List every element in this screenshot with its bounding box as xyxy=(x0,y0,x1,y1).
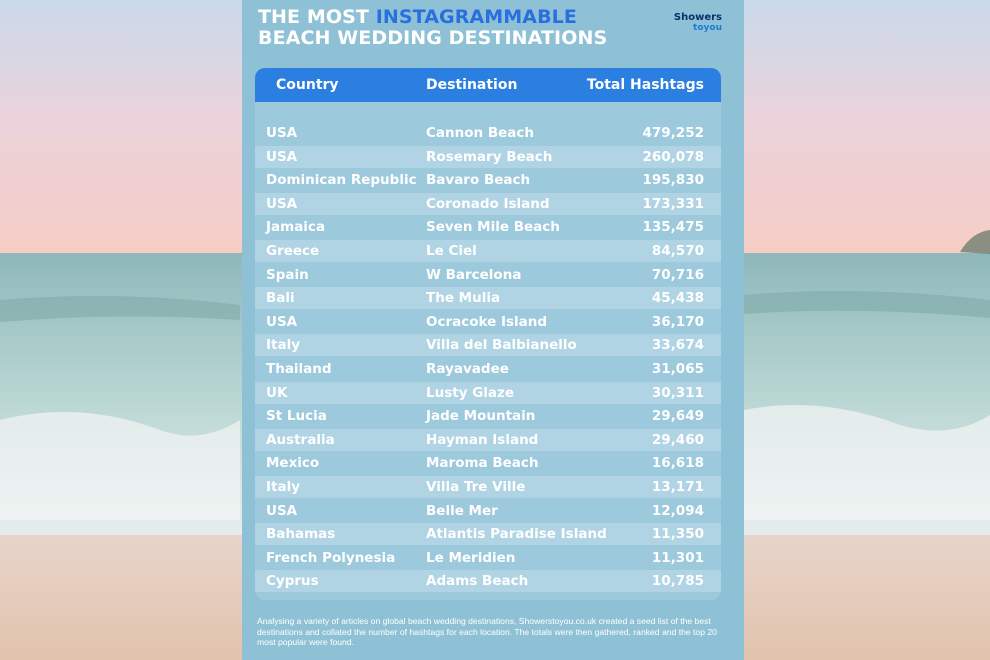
cell-destination: Hayman Island xyxy=(426,431,539,448)
cell-destination: Villa Tre Ville xyxy=(426,479,526,495)
cell-total-hashtags: 11,350 xyxy=(651,526,704,543)
table-row: Italy Villa Tre Ville 13,171 xyxy=(255,476,721,498)
cell-total-hashtags: 10,785 xyxy=(651,573,704,590)
table-row: Cyprus Adams Beach 10,785 xyxy=(255,570,721,593)
cell-total-hashtags: 16,618 xyxy=(651,455,704,472)
cell-total-hashtags: 84,570 xyxy=(651,243,704,259)
column-header-country: Country xyxy=(276,77,339,93)
table-row: USA Cannon Beach 479,252 xyxy=(255,122,721,144)
cell-destination: Adams Beach xyxy=(426,573,529,590)
cell-total-hashtags: 260,078 xyxy=(642,148,705,165)
table-row: Greece Le Ciel 84,570 xyxy=(255,240,721,262)
cell-total-hashtags: 195,830 xyxy=(642,172,705,189)
cell-total-hashtags: 11,301 xyxy=(651,549,704,566)
cell-country: Italy xyxy=(266,479,301,495)
cell-destination: Seven Mile Beach xyxy=(426,219,560,236)
cell-country: Jamaica xyxy=(266,219,326,236)
cell-total-hashtags: 36,170 xyxy=(651,313,704,330)
cell-destination: Atlantis Paradise Island xyxy=(426,526,607,543)
cell-destination: Le Ciel xyxy=(426,243,477,259)
cell-country: UK xyxy=(266,384,288,401)
cell-country: Cyprus xyxy=(266,573,319,590)
cell-destination: Rosemary Beach xyxy=(426,148,553,165)
title-line-2: BEACH WEDDING DESTINATIONS xyxy=(258,27,608,49)
table-row: UK Lusty Glaze 30,311 xyxy=(255,381,721,404)
cell-total-hashtags: 29,649 xyxy=(651,408,704,425)
cell-total-hashtags: 13,171 xyxy=(651,479,704,495)
cell-destination: Maroma Beach xyxy=(426,455,539,472)
column-header-total-hashtags: Total Hashtags xyxy=(586,77,704,93)
cell-destination: Belle Mer xyxy=(426,502,498,519)
cell-country: Dominican Republic xyxy=(266,172,417,189)
cell-country: Australia xyxy=(266,431,335,448)
table-row: Bali The Mulia 45,438 xyxy=(255,287,721,310)
cell-destination: W Barcelona xyxy=(426,266,522,283)
cell-country: USA xyxy=(266,125,298,141)
title-highlight: INSTAGRAMMABLE xyxy=(375,6,577,28)
cell-total-hashtags: 29,460 xyxy=(651,431,704,448)
cell-country: Bahamas xyxy=(266,526,336,543)
cell-country: St Lucia xyxy=(266,408,327,425)
cell-destination: Cannon Beach xyxy=(426,125,534,141)
table-row: USA Ocracoke Island 36,170 xyxy=(255,311,721,333)
cell-country: Bali xyxy=(266,290,295,307)
cell-total-hashtags: 30,311 xyxy=(651,384,704,401)
cell-destination: The Mulia xyxy=(426,290,501,307)
cell-country: Spain xyxy=(266,266,309,283)
cell-destination: Villa del Balbianello xyxy=(426,337,577,354)
showers-to-you-logo: Showers toyou xyxy=(673,12,722,33)
table-row: Australia Hayman Island 29,460 xyxy=(255,428,721,451)
cell-country: Greece xyxy=(266,243,320,259)
cell-destination: Lusty Glaze xyxy=(426,384,515,401)
cell-destination: Coronado Island xyxy=(426,195,550,212)
cell-destination: Le Meridien xyxy=(426,549,516,566)
cell-total-hashtags: 479,252 xyxy=(642,125,705,141)
cell-country: USA xyxy=(266,502,298,519)
methodology-note: Analysing a variety of articles on globa… xyxy=(257,616,717,648)
table-row: French Polynesia Le Meridien 11,301 xyxy=(255,547,721,569)
cell-total-hashtags: 12,094 xyxy=(651,502,704,519)
cell-total-hashtags: 31,065 xyxy=(651,361,704,377)
cell-destination: Ocracoke Island xyxy=(426,313,548,330)
cell-total-hashtags: 70,716 xyxy=(651,266,704,283)
cell-country: USA xyxy=(266,148,298,165)
table-row: Dominican Republic Bavaro Beach 195,830 xyxy=(255,169,721,191)
cell-country: Italy xyxy=(266,337,301,354)
table-row: Italy Villa del Balbianello 33,674 xyxy=(255,334,721,357)
cell-country: French Polynesia xyxy=(266,549,396,566)
table-row: Jamaica Seven Mile Beach 135,475 xyxy=(255,216,721,238)
page-title: THE MOST INSTAGRAMMABLE BEACH WEDDING DE… xyxy=(258,7,658,49)
cell-total-hashtags: 135,475 xyxy=(642,219,705,236)
table-row: Mexico Maroma Beach 16,618 xyxy=(255,452,721,474)
table-row: Bahamas Atlantis Paradise Island 11,350 xyxy=(255,523,721,546)
cell-destination: Jade Mountain xyxy=(426,408,536,425)
cell-country: Thailand xyxy=(266,361,332,377)
cell-country: USA xyxy=(266,313,298,330)
table-row: St Lucia Jade Mountain 29,649 xyxy=(255,405,721,427)
hashtag-table: Country Destination Total Hashtags USA Ca… xyxy=(255,68,721,600)
cell-country: USA xyxy=(266,195,298,212)
cell-total-hashtags: 173,331 xyxy=(642,195,705,212)
table-row: Spain W Barcelona 70,716 xyxy=(255,264,721,286)
column-header-destination: Destination xyxy=(426,77,518,93)
table-row: USA Belle Mer 12,094 xyxy=(255,500,721,522)
title-prefix: THE MOST xyxy=(258,6,376,28)
table-row: Thailand Rayavadee 31,065 xyxy=(255,358,721,380)
table-row: USA Coronado Island 173,331 xyxy=(255,192,721,215)
cell-total-hashtags: 45,438 xyxy=(651,290,704,307)
table-row: USA Rosemary Beach 260,078 xyxy=(255,145,721,168)
cell-country: Mexico xyxy=(266,455,320,472)
cell-destination: Rayavadee xyxy=(426,361,509,377)
cell-destination: Bavaro Beach xyxy=(426,172,531,189)
cell-total-hashtags: 33,674 xyxy=(651,337,704,354)
table-header: Country Destination Total Hashtags xyxy=(255,68,721,102)
